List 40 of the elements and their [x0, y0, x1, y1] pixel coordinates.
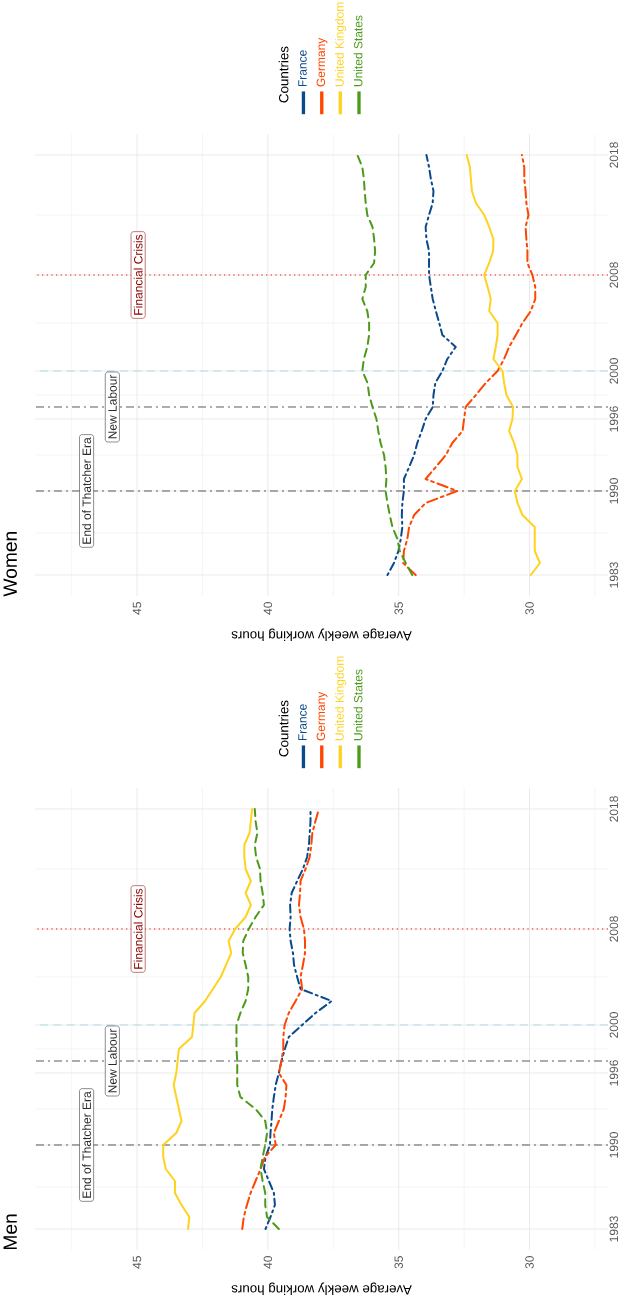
x-tick-label: 40 [263, 1256, 273, 1269]
x-axis-title: Average weekly working hours [231, 1282, 412, 1295]
text: United Kingdom [334, 656, 347, 741]
text: France [298, 704, 307, 741]
ref-line-label: End of Thatcher Era [82, 437, 91, 544]
legend-title: Countries [278, 700, 289, 757]
x-tick-label: 40 [263, 602, 273, 615]
x-tick-label: 35 [394, 602, 403, 615]
y-tick-label: 1983 [609, 562, 619, 588]
ref-line-label: New Labour [107, 374, 117, 439]
ref-line-label: Financial Crisis [133, 888, 143, 969]
x-tick-label: 45 [132, 602, 142, 615]
y-tick-label: 1996 [609, 1060, 619, 1086]
text: United Kingdom [334, 2, 347, 87]
y-tick-label: 1990 [609, 478, 619, 504]
text: Women [3, 532, 17, 597]
x-axis-title: Average weekly working hours [231, 628, 412, 641]
y-tick-label: 2008 [609, 916, 619, 942]
text: United States [353, 669, 363, 741]
x-tick-label: 30 [525, 602, 534, 615]
y-tick-label: 2018 [609, 142, 619, 168]
x-tick-label: 30 [525, 1256, 534, 1269]
text: Men [3, 1214, 17, 1250]
y-tick-label: 1983 [609, 1216, 619, 1242]
y-tick-label: 1990 [609, 1132, 619, 1158]
y-tick-label: 2018 [609, 796, 619, 822]
text: United States [353, 15, 363, 87]
x-tick-label: 45 [132, 1256, 142, 1269]
text: Germany [316, 691, 328, 741]
y-tick-label: 2008 [609, 262, 619, 288]
y-tick-label: 2000 [609, 1012, 619, 1038]
ref-line-label: New Labour [107, 1028, 117, 1093]
y-tick-label: 2000 [609, 358, 619, 384]
ref-line-label: End of Thatcher Era [82, 1091, 91, 1198]
ref-line-label: Financial Crisis [133, 234, 143, 315]
text: Germany [316, 37, 328, 87]
y-tick-label: 1996 [609, 406, 619, 432]
text: France [298, 50, 307, 87]
legend-title: Countries [278, 46, 289, 103]
x-tick-label: 35 [394, 1256, 403, 1269]
